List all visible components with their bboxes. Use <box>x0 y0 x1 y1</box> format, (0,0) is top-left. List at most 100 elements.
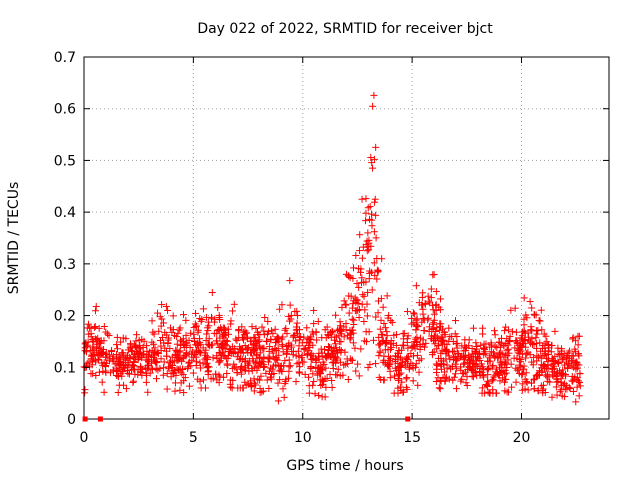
data-point <box>518 370 526 378</box>
data-gap-marker <box>82 416 88 422</box>
data-point <box>532 334 540 342</box>
data-point <box>499 367 507 375</box>
data-point <box>170 358 178 366</box>
data-point <box>435 326 443 334</box>
data-point <box>358 254 366 262</box>
data-point <box>199 305 207 313</box>
data-point <box>152 365 160 373</box>
data-point <box>266 354 274 362</box>
data-point <box>327 353 335 361</box>
data-point <box>138 351 146 359</box>
data-point <box>440 340 448 348</box>
data-point <box>484 364 492 372</box>
data-point <box>281 357 289 365</box>
data-point <box>192 361 200 369</box>
data-point <box>295 342 303 350</box>
data-point <box>374 309 382 317</box>
data-point <box>138 335 146 343</box>
data-point <box>324 331 332 339</box>
y-tick-label: 0 <box>67 412 76 428</box>
data-point <box>189 369 197 377</box>
data-point <box>318 393 326 401</box>
data-point <box>431 340 439 348</box>
data-point <box>152 358 160 366</box>
data-point <box>133 331 141 339</box>
data-point <box>393 367 401 375</box>
data-point <box>413 337 421 345</box>
data-point <box>241 367 249 375</box>
data-point <box>356 231 364 239</box>
data-point <box>523 350 531 358</box>
data-point <box>202 313 210 321</box>
data-point <box>287 315 295 323</box>
data-point <box>520 327 528 335</box>
data-point <box>533 352 541 360</box>
data-point <box>565 383 573 391</box>
data-point <box>317 382 325 390</box>
data-point <box>214 304 222 312</box>
data-point <box>271 325 279 333</box>
data-point <box>185 336 193 344</box>
data-point <box>396 362 404 370</box>
data-point <box>100 388 108 396</box>
data-point <box>227 317 235 325</box>
data-point <box>403 338 411 346</box>
data-point <box>332 371 340 379</box>
data-point <box>197 384 205 392</box>
data-point <box>297 333 305 341</box>
data-point <box>137 364 145 372</box>
data-point <box>191 351 199 359</box>
data-point <box>203 330 211 338</box>
data-point <box>238 345 246 353</box>
data-point <box>483 383 491 391</box>
data-point <box>185 358 193 366</box>
data-point <box>303 350 311 358</box>
data-point <box>435 342 443 350</box>
data-point <box>317 362 325 370</box>
data-point <box>507 306 515 314</box>
data-point <box>287 341 295 349</box>
data-point <box>290 348 298 356</box>
data-point <box>358 195 366 203</box>
data-point <box>174 366 182 374</box>
data-point <box>561 361 569 369</box>
data-point <box>336 372 344 380</box>
data-point <box>178 338 186 346</box>
data-point <box>252 324 260 332</box>
data-point <box>237 370 245 378</box>
data-point <box>458 375 466 383</box>
data-point <box>260 331 268 339</box>
data-point <box>540 360 548 368</box>
data-point <box>321 345 329 353</box>
data-point <box>85 330 93 338</box>
data-point <box>232 335 240 343</box>
data-point <box>391 372 399 380</box>
data-point <box>396 370 404 378</box>
data-point <box>358 300 366 308</box>
data-point <box>364 364 372 372</box>
data-point <box>490 327 498 335</box>
data-point <box>479 363 487 371</box>
data-point <box>158 334 166 342</box>
data-point <box>113 345 121 353</box>
data-point <box>90 323 98 331</box>
data-point <box>538 326 546 334</box>
data-point <box>537 382 545 390</box>
data-point <box>532 339 540 347</box>
data-point <box>231 363 239 371</box>
data-point <box>234 349 242 357</box>
data-point <box>481 346 489 354</box>
data-point <box>326 344 334 352</box>
data-point <box>372 211 380 219</box>
data-point <box>163 347 171 355</box>
data-point <box>520 294 528 302</box>
data-point <box>566 347 574 355</box>
data-point <box>404 332 412 340</box>
data-point <box>375 352 383 360</box>
data-point <box>204 362 212 370</box>
data-point <box>446 355 454 363</box>
data-point <box>303 338 311 346</box>
data-point <box>351 307 359 315</box>
data-point <box>575 378 583 386</box>
data-point <box>157 347 165 355</box>
